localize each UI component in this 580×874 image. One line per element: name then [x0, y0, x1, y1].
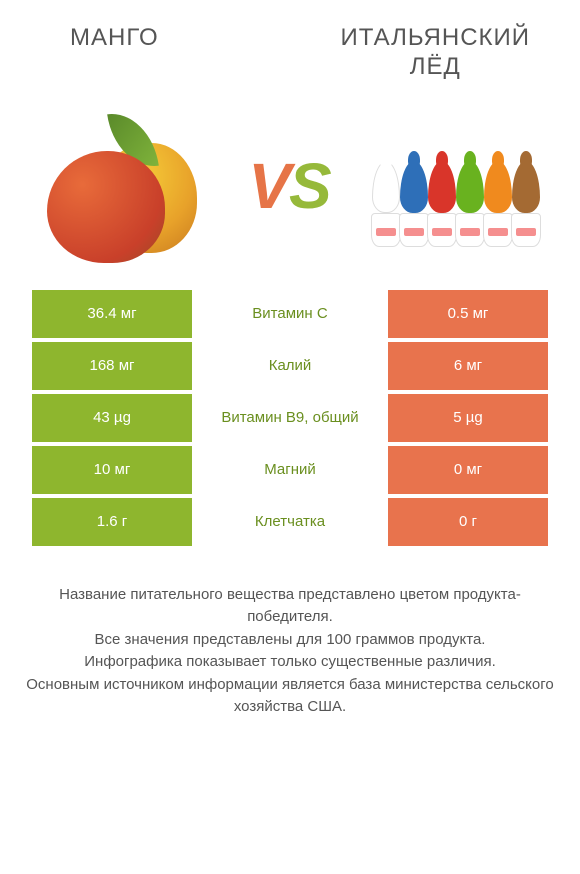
- vs-v: V: [248, 150, 289, 222]
- footnote-line: Инфографика показывает только существенн…: [26, 651, 554, 674]
- value-right: 5 µg: [388, 394, 548, 442]
- table-row: 10 мгМагний0 мг: [32, 446, 548, 494]
- value-right: 0 мг: [388, 446, 548, 494]
- title-right: ИТАЛЬЯНСКИЙЛЁД: [340, 24, 530, 82]
- footnote-line: Название питательного вещества представл…: [26, 584, 554, 629]
- value-right: 0.5 мг: [388, 290, 548, 338]
- footnote: Название питательного вещества представл…: [0, 550, 580, 719]
- nutrient-label: Магний: [192, 446, 388, 494]
- table-row: 1.6 гКлетчатка0 г: [32, 498, 548, 546]
- nutrient-label: Клетчатка: [192, 498, 388, 546]
- italian-ice-image: [374, 106, 544, 266]
- value-right: 0 г: [388, 498, 548, 546]
- vs-label: VS: [248, 149, 329, 223]
- images-row: VS: [0, 90, 580, 290]
- table-row: 43 µgВитамин B9, общий5 µg: [32, 394, 548, 442]
- value-left: 36.4 мг: [32, 290, 192, 338]
- value-left: 168 мг: [32, 342, 192, 390]
- comparison-table: 36.4 мгВитамин C0.5 мг168 мгКалий6 мг43 …: [0, 290, 580, 546]
- ice-cone: [509, 161, 543, 261]
- nutrient-label: Витамин C: [192, 290, 388, 338]
- footnote-line: Все значения представлены для 100 граммо…: [26, 629, 554, 652]
- footnote-line: Основным источником информации является …: [26, 674, 554, 719]
- table-row: 36.4 мгВитамин C0.5 мг: [32, 290, 548, 338]
- mango-image: [34, 106, 204, 266]
- value-left: 10 мг: [32, 446, 192, 494]
- vs-s: S: [289, 150, 330, 222]
- value-left: 1.6 г: [32, 498, 192, 546]
- table-row: 168 мгКалий6 мг: [32, 342, 548, 390]
- value-right: 6 мг: [388, 342, 548, 390]
- nutrient-label: Калий: [192, 342, 388, 390]
- title-left: MАНГО: [70, 24, 159, 52]
- nutrient-label: Витамин B9, общий: [192, 394, 388, 442]
- value-left: 43 µg: [32, 394, 192, 442]
